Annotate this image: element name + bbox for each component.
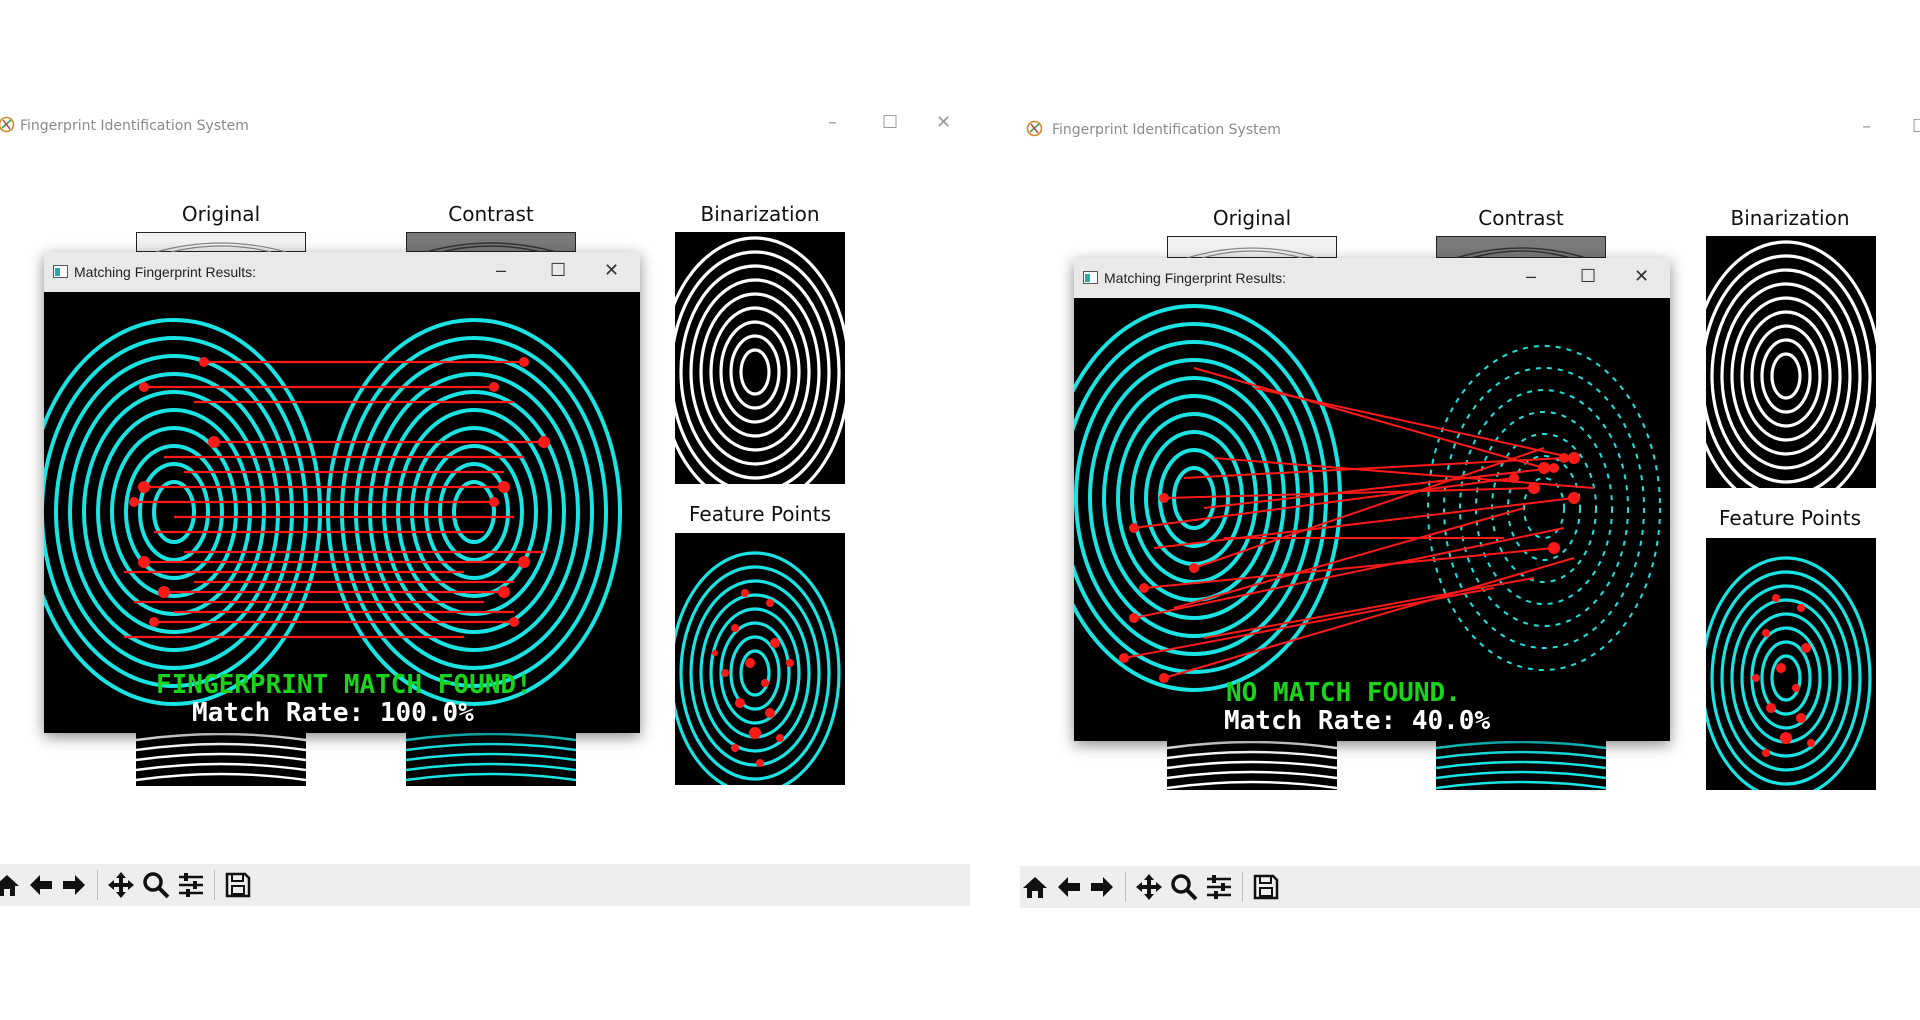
dialog-title-bar: Matching Fingerprint Results: – ☐ ✕: [44, 252, 640, 292]
dialog-minimize-button[interactable]: –: [1526, 266, 1537, 286]
forward-icon[interactable]: [59, 870, 89, 900]
match-visualization: [1074, 298, 1670, 741]
app-logo-icon: [0, 116, 15, 133]
original-label: Original: [1212, 206, 1292, 230]
close-button[interactable]: ✕: [936, 112, 952, 133]
matching-results-dialog: Matching Fingerprint Results: – ☐ ✕: [44, 252, 640, 733]
contrast-binarized-bottom: [1436, 740, 1606, 790]
configure-subplots-icon[interactable]: [1204, 872, 1234, 902]
original-image-top: [136, 232, 306, 252]
window-title: Fingerprint Identification System: [1052, 122, 1281, 138]
left-app-window: Fingerprint Identification System – ☐ ✕ …: [0, 112, 970, 906]
configure-subplots-icon[interactable]: [176, 870, 206, 900]
feature-points-image: [675, 533, 845, 785]
dialog-maximize-button[interactable]: ☐: [550, 260, 567, 280]
dialog-app-icon: [53, 265, 68, 278]
toolbar-separator: [1242, 872, 1243, 902]
pan-icon[interactable]: [106, 870, 136, 900]
dialog-close-button[interactable]: ✕: [604, 260, 620, 280]
contrast-image-top: [406, 232, 576, 252]
dialog-minimize-button[interactable]: –: [496, 260, 507, 280]
back-icon[interactable]: [26, 870, 56, 900]
original-label: Original: [181, 202, 261, 226]
match-rate-text: Match Rate: 100.0%: [192, 698, 474, 728]
binarization-label: Binarization: [700, 202, 820, 226]
binarization-image: [1706, 236, 1876, 488]
dialog-app-icon: [1083, 271, 1098, 284]
right-app-window: Fingerprint Identification System – ☐ Or…: [1020, 0, 1920, 1020]
save-icon[interactable]: [223, 870, 253, 900]
save-icon[interactable]: [1251, 872, 1281, 902]
original-binarized-bottom: [1167, 740, 1337, 790]
dialog-title: Matching Fingerprint Results:: [1104, 270, 1287, 286]
toolbar-separator: [1125, 872, 1126, 902]
home-icon[interactable]: [1020, 872, 1050, 902]
window-title: Fingerprint Identification System: [20, 118, 249, 134]
contrast-label: Contrast: [448, 202, 534, 226]
navigation-toolbar: [0, 864, 970, 906]
dialog-maximize-button[interactable]: ☐: [1580, 266, 1597, 286]
match-result-text: NO MATCH FOUND.: [1226, 678, 1461, 708]
home-icon[interactable]: [0, 870, 22, 900]
contrast-binarized-bottom: [406, 732, 576, 786]
match-result-text: FINGERPRINT MATCH FOUND!: [156, 670, 532, 700]
app-logo-icon: [1026, 120, 1043, 137]
zoom-icon[interactable]: [1169, 872, 1199, 902]
minimize-button[interactable]: –: [1862, 116, 1871, 137]
binarization-label: Binarization: [1730, 206, 1850, 230]
match-visualization: [44, 292, 640, 733]
toolbar-separator: [214, 870, 215, 900]
dialog-close-button[interactable]: ✕: [1634, 266, 1650, 286]
match-rate-text: Match Rate: 40.0%: [1224, 706, 1491, 736]
original-binarized-bottom: [136, 732, 306, 786]
back-icon[interactable]: [1054, 872, 1084, 902]
pan-icon[interactable]: [1134, 872, 1164, 902]
contrast-image-top: [1436, 236, 1606, 258]
original-image-top: [1167, 236, 1337, 258]
feature-points-label: Feature Points: [1718, 506, 1861, 530]
feature-points-image: [1706, 538, 1876, 790]
zoom-icon[interactable]: [141, 870, 171, 900]
dialog-title: Matching Fingerprint Results:: [74, 264, 257, 280]
maximize-button[interactable]: ☐: [1912, 116, 1920, 137]
forward-icon[interactable]: [1087, 872, 1117, 902]
navigation-toolbar: [1020, 866, 1920, 908]
dialog-title-bar: Matching Fingerprint Results: – ☐ ✕: [1074, 258, 1670, 298]
matching-results-dialog: Matching Fingerprint Results: – ☐ ✕: [1074, 258, 1670, 741]
contrast-label: Contrast: [1478, 206, 1564, 230]
minimize-button[interactable]: –: [828, 112, 837, 133]
binarization-image: [675, 232, 845, 484]
feature-points-label: Feature Points: [688, 502, 831, 526]
toolbar-separator: [97, 870, 98, 900]
maximize-button[interactable]: ☐: [882, 112, 899, 133]
